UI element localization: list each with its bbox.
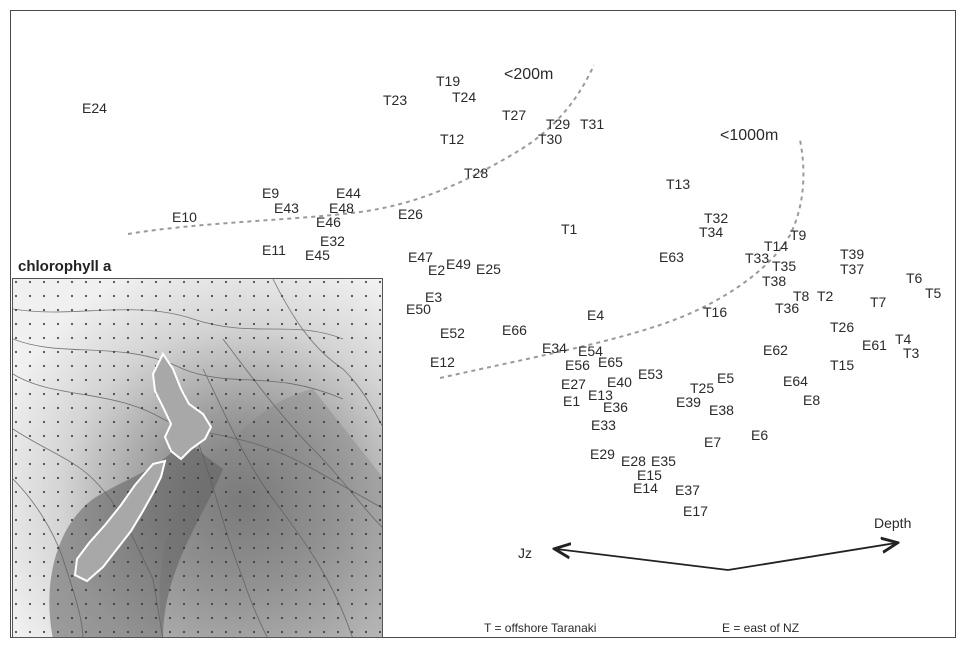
station-label: E34 (542, 340, 567, 356)
station-label: T13 (666, 176, 690, 192)
station-label: E25 (476, 261, 501, 277)
station-label: E53 (638, 366, 663, 382)
station-label: T7 (870, 294, 887, 310)
contour-1000m (439, 139, 805, 379)
station-label: E15 (637, 467, 662, 483)
station-label: E40 (607, 374, 632, 390)
station-label: E48 (329, 200, 354, 216)
station-label: E32 (320, 233, 345, 249)
station-label: T26 (830, 319, 854, 335)
station-label: T31 (580, 116, 604, 132)
station-label: E38 (709, 402, 734, 418)
station-label: E44 (336, 185, 361, 201)
station-label: E9 (262, 185, 279, 201)
station-label: E17 (683, 503, 708, 519)
legend-t: T = offshore Taranaki (484, 621, 596, 635)
chlorophyll-map (12, 278, 383, 638)
station-label: E37 (675, 482, 700, 498)
arrow-depth (727, 543, 896, 571)
station-label: T32 (704, 210, 728, 226)
station-label: T8 (793, 288, 810, 304)
station-label: E6 (751, 427, 768, 443)
station-label: E27 (561, 376, 586, 392)
station-label: T36 (775, 300, 799, 316)
station-label: E56 (565, 357, 590, 373)
station-label: E35 (651, 453, 676, 469)
station-label: E3 (425, 289, 442, 305)
station-label: E5 (717, 370, 734, 386)
station-label: T6 (906, 270, 923, 286)
contour-200m (127, 64, 595, 235)
station-label: E63 (659, 249, 684, 265)
station-label: T34 (699, 224, 723, 240)
new-zealand-south-island (73, 459, 167, 583)
station-label: E29 (590, 446, 615, 462)
new-zealand-north-island (151, 352, 213, 461)
station-label: E66 (502, 322, 527, 338)
axis-label-jz: Jz (518, 545, 532, 561)
station-label: E13 (588, 387, 613, 403)
station-label: T1 (561, 221, 578, 237)
station-label: E4 (587, 307, 604, 323)
station-label: T14 (764, 238, 788, 254)
station-label: T24 (452, 89, 476, 105)
inset-title: chlorophyll a (18, 258, 112, 275)
station-label: T5 (925, 285, 942, 301)
station-label: E45 (305, 247, 330, 263)
station-label: E65 (598, 354, 623, 370)
station-label: E11 (262, 242, 286, 258)
station-label: T25 (690, 380, 714, 396)
station-label: E8 (803, 392, 820, 408)
station-label: E14 (633, 480, 658, 496)
station-label: T27 (502, 107, 526, 123)
station-label: E62 (763, 342, 788, 358)
station-label: E36 (603, 399, 628, 415)
station-label: T9 (790, 227, 807, 243)
contour-200m-label: <200m (504, 66, 553, 83)
station-label: E39 (676, 394, 701, 410)
station-label: E1 (563, 393, 580, 409)
station-label: T30 (538, 131, 562, 147)
station-label: E12 (430, 354, 455, 370)
station-label: T29 (546, 116, 570, 132)
station-label: T15 (830, 357, 854, 373)
arrow-jz (556, 549, 729, 571)
station-label: E24 (82, 100, 107, 116)
axis-label-depth: Depth (874, 515, 911, 531)
station-label: T33 (745, 250, 769, 266)
station-label: T12 (440, 131, 464, 147)
station-label: E47 (408, 249, 433, 265)
station-label: E10 (172, 209, 197, 225)
station-label: E7 (704, 434, 721, 450)
station-label: E49 (446, 256, 471, 272)
station-label: T3 (903, 345, 920, 361)
station-label: T19 (436, 73, 460, 89)
station-label: T38 (762, 273, 786, 289)
station-label: T16 (703, 304, 727, 320)
chlorophyll-map-svg (13, 279, 382, 637)
station-label: T4 (895, 331, 912, 347)
station-label: E26 (398, 206, 423, 222)
station-label: T39 (840, 246, 864, 262)
station-label: E61 (862, 337, 887, 353)
station-label: E52 (440, 325, 465, 341)
station-label: E64 (783, 373, 808, 389)
data-grid-points (13, 279, 382, 637)
legend-e: E = east of NZ (722, 621, 799, 635)
station-label: E54 (578, 343, 603, 359)
station-label: T28 (464, 165, 488, 181)
station-label: E43 (274, 200, 299, 216)
station-label: E50 (406, 301, 431, 317)
station-label: T2 (817, 288, 834, 304)
station-label: E46 (316, 214, 341, 230)
station-label: T23 (383, 92, 407, 108)
station-label: E28 (621, 453, 646, 469)
station-label: E2 (428, 262, 445, 278)
station-label: T37 (840, 261, 864, 277)
station-label: E33 (591, 417, 616, 433)
contour-1000m-label: <1000m (720, 127, 778, 144)
station-label: T35 (772, 258, 796, 274)
